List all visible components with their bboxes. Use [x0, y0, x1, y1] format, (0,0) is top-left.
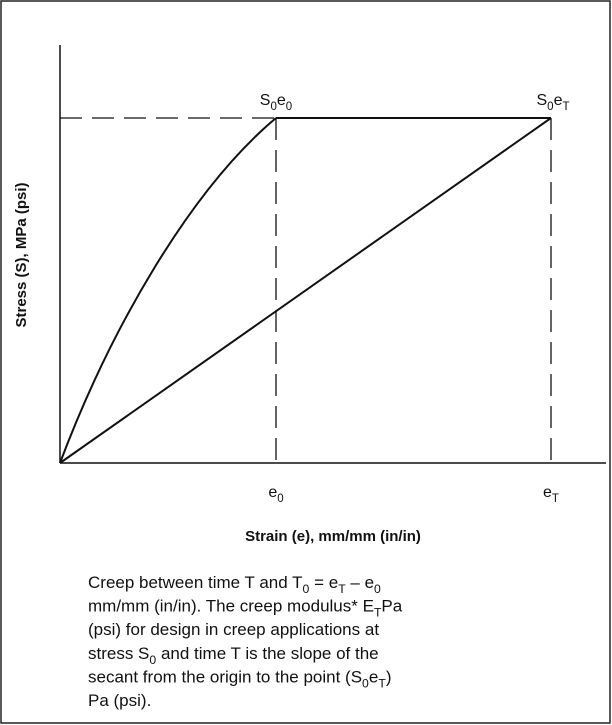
text-run: ) — [386, 667, 392, 686]
x-tick-label: eT — [543, 484, 559, 505]
text-run: secant from the origin to the point (S — [88, 667, 362, 686]
caption-line: Pa (psi). — [88, 691, 151, 710]
text-run: e — [543, 484, 552, 501]
caption-line: Creep between time T and T0 = eT – e0 — [88, 573, 381, 596]
caption-line: stress S0 and time T is the slope of the — [88, 644, 379, 667]
x-axis-title: Strain (e), mm/mm (in/in) — [245, 528, 421, 545]
subscript: 0 — [270, 101, 276, 113]
text-run: e — [369, 667, 378, 686]
subscript: 0 — [149, 653, 156, 667]
text-run: e — [277, 92, 286, 109]
caption-line: mm/mm (in/in). The creep modulus* ETPa — [88, 597, 403, 620]
subscript: 0 — [277, 493, 283, 505]
secant-line — [59, 117, 552, 464]
text-run: S — [260, 92, 271, 109]
subscript: 0 — [362, 676, 369, 690]
subscript: T — [374, 606, 382, 620]
caption-line: (psi) for design in creep applications a… — [88, 620, 379, 639]
text-run: = e — [309, 573, 338, 592]
text-run: (psi) for design in creep applications a… — [88, 620, 379, 639]
stress-strain-curve — [59, 117, 277, 464]
text-run: Creep between time T and T — [88, 573, 303, 592]
subscript: T — [338, 582, 346, 596]
text-run: e — [268, 484, 277, 501]
subscript: 0 — [374, 582, 381, 596]
subscript: 0 — [303, 582, 310, 596]
text-run: Pa (psi). — [88, 691, 151, 710]
text-run: and time T is the slope of the — [156, 644, 378, 663]
subscript: 0 — [286, 101, 292, 113]
text-run: stress S — [88, 644, 149, 663]
subscript: T — [562, 101, 569, 113]
text-run: – e — [346, 573, 374, 592]
text-run: e — [554, 92, 563, 109]
text-run: mm/mm (in/in). The creep modulus* E — [88, 597, 374, 616]
subscript: T — [378, 676, 386, 690]
point-label: S0eT — [536, 92, 569, 113]
text-run: Pa — [381, 597, 402, 616]
subscript: 0 — [547, 101, 553, 113]
text-run: S — [536, 92, 547, 109]
caption-line: secant from the origin to the point (S0e… — [88, 667, 391, 690]
point-label: S0e0 — [260, 92, 292, 113]
x-tick-label: e0 — [268, 484, 283, 505]
subscript: T — [552, 493, 559, 505]
y-axis-title: Stress (S), MPa (psi) — [13, 182, 30, 327]
